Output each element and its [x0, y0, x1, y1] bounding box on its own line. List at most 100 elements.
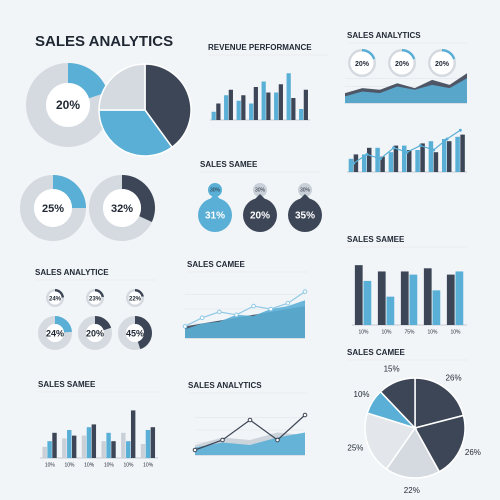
bar — [81, 435, 87, 458]
ring-hole — [48, 291, 62, 305]
ring-label: 24% — [46, 328, 64, 338]
ring-hole — [350, 51, 374, 75]
ring-arc — [55, 289, 64, 298]
ring-arc — [122, 174, 155, 223]
chart-title: REVENUE PERFORMANCE — [208, 43, 312, 52]
pie-label: 26% — [465, 448, 481, 457]
pie-slice — [379, 377, 416, 430]
line-dot — [365, 152, 369, 156]
bar — [266, 92, 271, 120]
chart-title: SALES SAMEE — [347, 235, 405, 244]
line-dot — [182, 324, 188, 329]
x-tick-label: 75% — [404, 329, 415, 335]
pie-label: 10% — [354, 390, 370, 399]
badge-top-label: 30% — [210, 187, 221, 193]
line-dot — [192, 447, 198, 453]
x-tick-label: 10% — [381, 329, 392, 335]
bar — [91, 424, 97, 458]
badge-label: 35% — [295, 211, 315, 222]
ring-label: 25% — [42, 203, 64, 215]
line-dot — [220, 437, 225, 443]
bar — [106, 432, 111, 458]
badge — [288, 198, 322, 232]
pie-label: 26% — [446, 373, 462, 382]
line — [184, 291, 306, 327]
ring-hole — [46, 324, 64, 342]
bar — [52, 432, 57, 458]
line-dot — [302, 412, 308, 418]
ring-arc — [68, 63, 108, 99]
badge-top-label: 30% — [300, 187, 311, 193]
line-dot — [268, 306, 274, 312]
ring-arc — [53, 175, 86, 208]
bar — [432, 290, 441, 325]
ring-arc — [362, 49, 376, 60]
bar — [455, 136, 460, 172]
bar — [228, 89, 233, 120]
bar — [241, 95, 246, 120]
bar — [428, 141, 434, 172]
x-tick-label: 10% — [64, 462, 75, 468]
line-dot — [378, 157, 382, 161]
line-dot — [418, 144, 422, 148]
badge-label: 31% — [205, 211, 225, 222]
ring-hole — [103, 189, 141, 227]
bar — [447, 141, 452, 172]
line-dot — [458, 128, 462, 132]
bar — [415, 150, 420, 172]
bar — [286, 73, 291, 120]
bar — [150, 427, 156, 458]
pie-slice — [98, 109, 174, 157]
chart-title: SALES ANALYTICE — [35, 268, 109, 277]
bar — [42, 446, 47, 458]
bar — [420, 143, 425, 172]
ring-hole — [34, 189, 72, 227]
bar — [67, 430, 72, 458]
line-dot — [392, 146, 396, 150]
bar — [121, 432, 126, 458]
ring-label: 24% — [49, 297, 62, 303]
x-tick-label: 10% — [45, 462, 56, 468]
bar — [62, 438, 67, 458]
bar — [261, 81, 266, 120]
line-dot — [352, 161, 356, 165]
chart-title: SALES ANALYTICS — [188, 381, 262, 390]
ring-arc — [402, 49, 416, 60]
bar — [386, 296, 395, 325]
pie-label: 22% — [404, 486, 420, 495]
bar — [211, 111, 216, 120]
x-tick-label: 10% — [84, 462, 95, 468]
bar — [101, 441, 106, 458]
ring-hole — [126, 324, 144, 342]
ring-hole — [128, 291, 142, 305]
bar — [407, 150, 412, 172]
bar — [86, 427, 92, 458]
bar — [253, 87, 258, 120]
bar — [363, 280, 372, 325]
bar — [402, 145, 407, 172]
chart-title: SALES SAMEE — [38, 380, 96, 389]
pie-slice — [98, 63, 146, 111]
ring-label: 22% — [129, 297, 142, 303]
badge-label: 20% — [250, 211, 270, 222]
badge-top-label: 30% — [255, 187, 266, 193]
pie-label: 25% — [347, 443, 363, 452]
ring-label: 20% — [56, 98, 80, 112]
x-tick-label: 10% — [123, 462, 134, 468]
bar — [140, 444, 146, 458]
bar — [442, 139, 447, 172]
bar — [145, 430, 151, 458]
pie-label: 15% — [384, 365, 400, 374]
line-dot — [432, 148, 436, 152]
line-dot — [302, 289, 308, 294]
badge-top — [298, 183, 312, 197]
bar — [388, 152, 394, 172]
bar — [409, 274, 418, 325]
line-dot — [251, 303, 256, 309]
bar — [354, 265, 363, 325]
area — [345, 78, 467, 103]
x-tick-label: 10% — [104, 462, 115, 468]
bar — [126, 441, 131, 458]
bar — [423, 268, 432, 325]
